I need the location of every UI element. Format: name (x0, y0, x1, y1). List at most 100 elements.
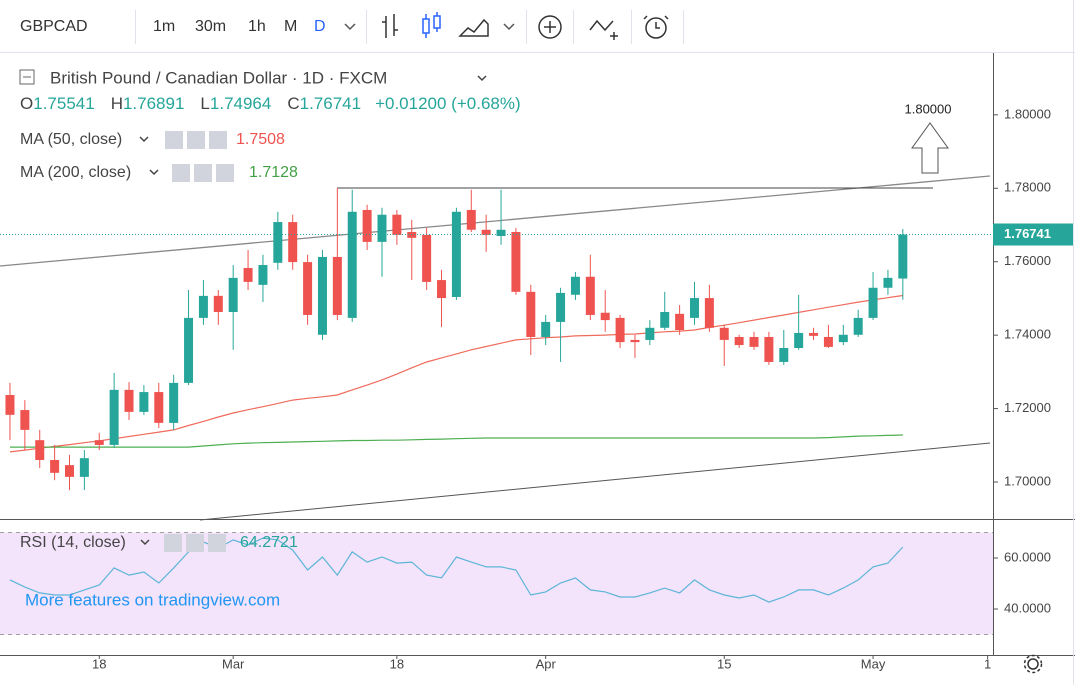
rsi-line (9, 537, 904, 603)
x-tick-label: 15 (717, 656, 731, 671)
candle-body (556, 292, 566, 322)
candle-body (35, 440, 45, 460)
candle-body (184, 317, 194, 383)
x-tick-label: Mar (222, 656, 245, 671)
ma-line (10, 434, 903, 448)
remove-button[interactable] (216, 164, 234, 182)
candle-body (541, 321, 551, 337)
candle-body (600, 312, 610, 321)
remove-button[interactable] (209, 131, 227, 149)
rsi-band (0, 532, 993, 635)
candle-body (228, 277, 238, 313)
chevron[interactable] (140, 539, 150, 546)
candle-body (883, 277, 893, 288)
indicator-value: 1.7128 (249, 164, 298, 181)
rsi-name: RSI (14, close) (20, 534, 126, 551)
change: +0.01200 (+0.68%) (375, 94, 521, 113)
chevron[interactable] (503, 23, 515, 31)
eye-button[interactable] (165, 131, 183, 149)
candle-body (511, 231, 521, 292)
candle-body (570, 276, 580, 295)
candle-body (526, 291, 536, 337)
x-tick-label: Apr (536, 656, 557, 671)
area-icon[interactable] (458, 18, 489, 37)
trend-line (199, 442, 991, 521)
interval[interactable]: 1m (153, 18, 175, 35)
x-tick-label: May (861, 656, 886, 671)
y-tick-label: 1.78000 (1004, 180, 1051, 195)
candle-body (689, 298, 699, 318)
candle-body (154, 392, 164, 423)
candle-body (109, 389, 119, 445)
interval[interactable]: 30m (195, 18, 226, 35)
price-label: 1.76741 (1004, 226, 1051, 241)
ohlc-value: 1.76891 (123, 94, 184, 113)
candle-body (675, 313, 685, 331)
candle-icon[interactable] (422, 12, 441, 38)
bar-icon[interactable] (382, 14, 398, 38)
candle-body (585, 276, 595, 315)
symbol[interactable]: GBPCAD (20, 18, 88, 35)
settings-icon[interactable] (1023, 654, 1043, 674)
candle-body (124, 389, 134, 412)
ohlc: O1.75541 H1.76891 L1.74964 C1.76741 +0.01200… (20, 94, 521, 113)
indicators-icon[interactable] (589, 19, 618, 40)
candle-body (868, 287, 878, 318)
candle-body (392, 214, 402, 235)
candle-body (243, 267, 253, 282)
ohlc-letter: O (20, 94, 33, 113)
chevron[interactable] (139, 136, 149, 143)
settings-button[interactable] (186, 534, 204, 552)
candle-body (734, 336, 744, 346)
y-tick-label: 1.74000 (1004, 327, 1051, 342)
ohlc-letter: H (111, 94, 123, 113)
eye-button[interactable] (172, 164, 190, 182)
interval-active[interactable]: D (314, 18, 326, 35)
settings-button[interactable] (194, 164, 212, 182)
candle-body (645, 327, 655, 340)
candle-body (50, 459, 60, 473)
indicator-value: 1.7508 (236, 131, 285, 148)
candle-body (838, 334, 848, 343)
interval[interactable]: 1h (248, 18, 266, 35)
rsi-tick-label: 60.0000 (1004, 549, 1051, 564)
candle-body (823, 336, 833, 347)
indicator-buttons (165, 131, 227, 149)
candle-body (377, 214, 387, 242)
alert-icon[interactable] (643, 15, 669, 39)
candle-body (422, 234, 432, 282)
eye-button[interactable] (164, 534, 182, 552)
candle-body (853, 317, 863, 335)
candle-body (303, 262, 313, 315)
candle-body (437, 280, 447, 299)
y-tick-label: 1.76000 (1004, 253, 1051, 268)
candle-body (794, 332, 804, 349)
y-tick-label: 1.72000 (1004, 400, 1051, 415)
candle-body (273, 222, 283, 263)
candle-body (79, 458, 89, 477)
candle-body (258, 265, 268, 285)
chevron[interactable] (149, 169, 159, 176)
collapse-icon[interactable] (19, 69, 35, 85)
candle-body (809, 332, 819, 336)
settings-button[interactable] (187, 131, 205, 149)
ohlc-value: 1.76741 (300, 94, 361, 113)
compare-icon[interactable] (538, 15, 562, 39)
watermark-link[interactable]: More features on tradingview.com (25, 590, 280, 609)
candle-body (317, 256, 327, 335)
remove-button[interactable] (208, 534, 226, 552)
chevron[interactable] (344, 23, 356, 31)
indicator-name: MA (50, close) (20, 131, 122, 148)
candle-body (169, 382, 179, 423)
rsi-tick-label: 40.0000 (1004, 600, 1051, 615)
candle-body (198, 295, 208, 318)
indicator-name: MA (200, close) (20, 164, 131, 181)
interval[interactable]: M (284, 18, 297, 35)
price-label-box (993, 223, 1073, 246)
candle-body (5, 394, 15, 415)
candle-body (719, 327, 729, 340)
chevron[interactable] (477, 75, 487, 82)
candle-body (764, 336, 774, 362)
candle-body (347, 211, 357, 318)
candle-body (288, 222, 298, 263)
